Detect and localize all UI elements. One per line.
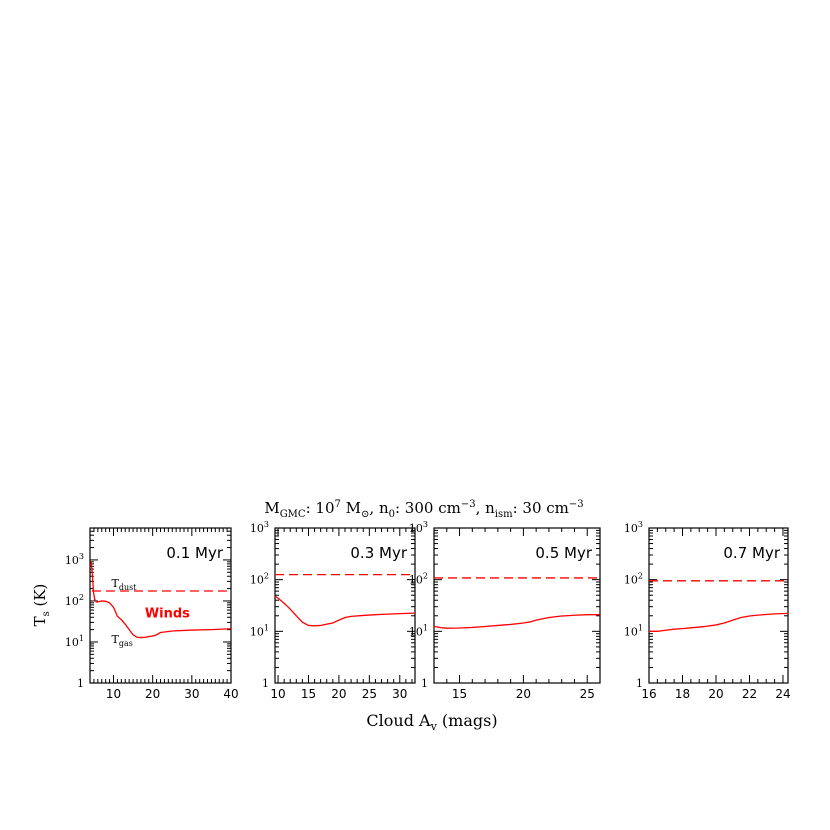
y-tick-label: 103 xyxy=(250,520,269,535)
y-tick-label: 1 xyxy=(262,677,269,690)
y-tick-label: 101 xyxy=(250,623,269,638)
y-tick-label: 103 xyxy=(409,520,428,535)
gas-temperature-line xyxy=(433,614,600,629)
temperature-annotation: Tgas xyxy=(112,633,133,648)
x-tick-label: 20 xyxy=(145,687,160,701)
panel-frame xyxy=(433,527,601,684)
x-tick-label: 40 xyxy=(223,687,238,701)
y-tick-label: 102 xyxy=(65,593,84,608)
y-tick-label: 101 xyxy=(624,623,643,638)
gas-temperature-line xyxy=(649,612,789,632)
y-tick-label: 103 xyxy=(65,552,84,567)
x-tick-label: 20 xyxy=(708,687,723,701)
x-tick-label: 24 xyxy=(775,687,790,701)
y-tick-label: 102 xyxy=(624,572,643,587)
x-tick-label: 15 xyxy=(452,687,467,701)
temperature-annotation: Tdust xyxy=(112,577,138,592)
x-tick-label: 30 xyxy=(184,687,199,701)
x-tick-label: 20 xyxy=(516,687,531,701)
x-tick-label: 30 xyxy=(392,687,407,701)
x-axis-label: Cloud Av (mags) xyxy=(366,711,497,733)
panel-4: 1 101 102 103 16 18 20 22 24 0.7 Myr xyxy=(624,520,791,701)
y-tick-label: 1 xyxy=(77,677,84,690)
x-tick-label: 16 xyxy=(641,687,656,701)
panel-label: 0.1 Myr xyxy=(166,544,223,562)
panel-frame xyxy=(648,527,789,684)
panel-3: 1 101 102 103 15 20 25 0.5 Myr xyxy=(409,520,601,701)
y-tick-label: 101 xyxy=(65,634,84,649)
x-tick-label: 15 xyxy=(301,687,316,701)
x-tick-label: 25 xyxy=(362,687,377,701)
x-tick-label: 20 xyxy=(331,687,346,701)
y-tick-label: 1 xyxy=(421,677,428,690)
panel-label: 0.3 Myr xyxy=(350,544,407,562)
x-tick-label: 18 xyxy=(675,687,690,701)
gas-temperature-line xyxy=(274,595,416,627)
y-tick-label: 102 xyxy=(409,572,428,587)
figure-title: MGMC: 107 M⊙, n0: 300 cm−3, nism: 30 cm−… xyxy=(264,499,583,520)
x-tick-label: 25 xyxy=(580,687,595,701)
x-tick-label: 10 xyxy=(270,687,285,701)
gas-temperature-line xyxy=(90,561,232,639)
y-tick-label: 1 xyxy=(636,677,643,690)
panel-1: 1 101 102 103 10 20 30 40 0.1 Myr Tdust Tgas Winds xyxy=(65,527,239,701)
y-axis-label: Ts (K) xyxy=(31,584,52,627)
x-tick-label: 22 xyxy=(742,687,757,701)
panel-label: 0.7 Myr xyxy=(723,544,780,562)
winds-annotation: Winds xyxy=(145,606,190,621)
panel-label: 0.5 Myr xyxy=(535,544,592,562)
y-tick-label: 102 xyxy=(250,572,269,587)
panel-2: 1 101 102 103 10 15 20 25 30 0.3 Myr xyxy=(250,520,416,701)
x-tick-label: 10 xyxy=(106,687,121,701)
y-tick-label: 101 xyxy=(409,623,428,638)
y-tick-label: 103 xyxy=(624,520,643,535)
